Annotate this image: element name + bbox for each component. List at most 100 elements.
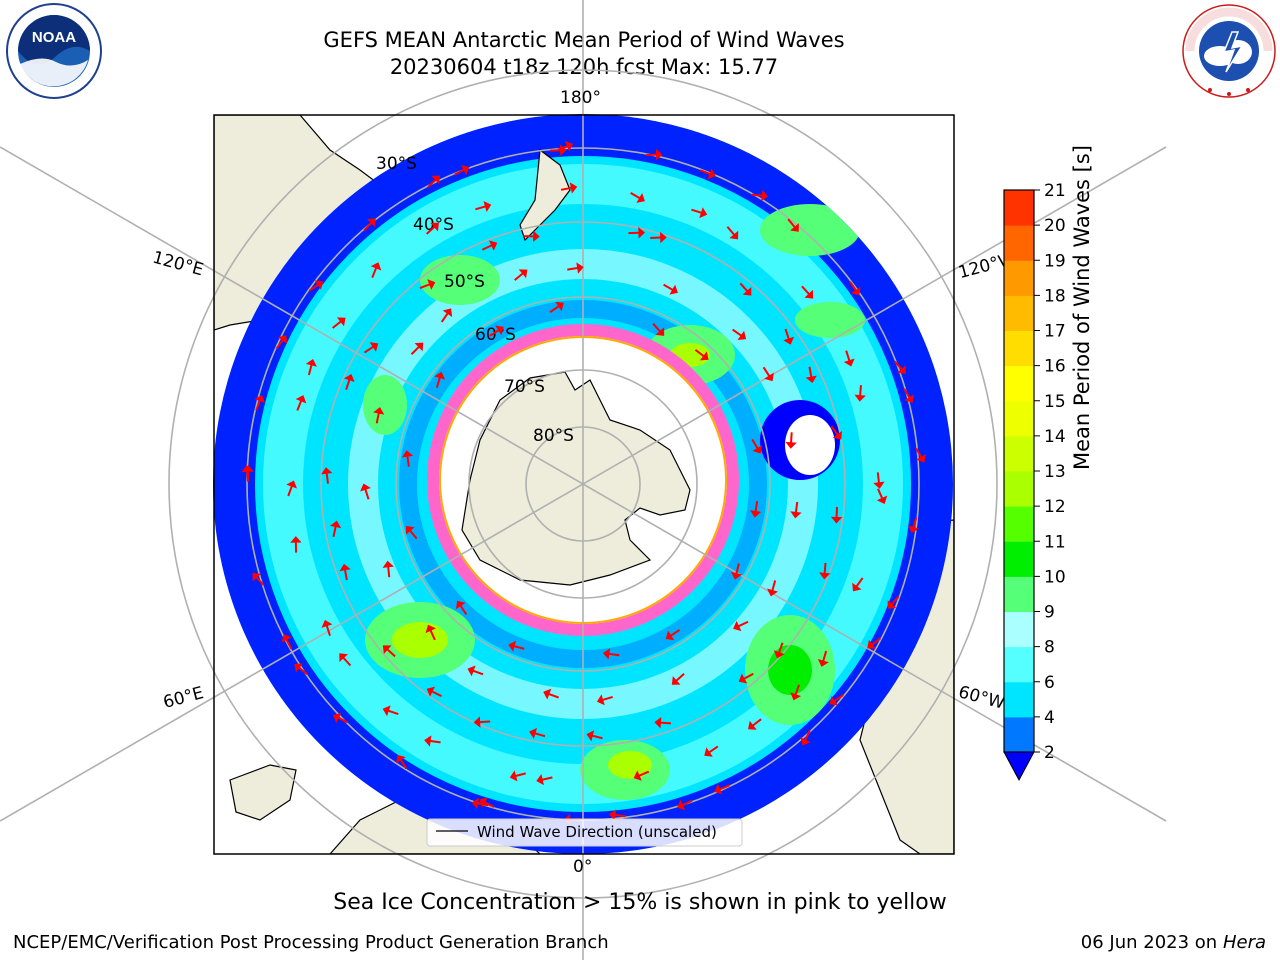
- wind-arrow-head: [314, 280, 324, 290]
- lon-label-0: 0°: [573, 857, 593, 877]
- footer-credit: NCEP/EMC/Verification Post Processing Pr…: [13, 932, 609, 953]
- wind-arrow: [638, 770, 650, 777]
- wind-arrow-head: [555, 301, 564, 312]
- wind-arrow: [737, 620, 749, 628]
- wind-arrow-head: [773, 650, 785, 659]
- wind-arrow-head: [366, 218, 376, 228]
- wind-arrow: [890, 595, 900, 606]
- wind-arrow: [541, 776, 553, 781]
- wind-arrow: [454, 168, 465, 176]
- wind-arrow: [751, 718, 762, 727]
- wind-arrow-head: [382, 705, 391, 717]
- map-frame: [213, 114, 955, 855]
- wind-arrow-head: [854, 394, 866, 402]
- wind-arrow: [363, 345, 375, 354]
- wind-arrow-head: [329, 520, 342, 529]
- wind-arrow: [387, 566, 391, 578]
- wind-arrow-head: [729, 230, 739, 240]
- wind-arrow: [915, 447, 923, 459]
- wind-arrow-head: [699, 351, 709, 361]
- wind-arrow-head: [764, 372, 774, 382]
- wind-arrow-head: [887, 600, 897, 609]
- wind-arrow-head: [876, 495, 888, 504]
- colorbar-extend-arrow: [1003, 751, 1035, 782]
- wind-arrow: [751, 193, 763, 197]
- wind-arrow: [440, 312, 449, 323]
- wind-arrow: [601, 695, 613, 702]
- wind-arrow-head: [832, 430, 842, 440]
- chart-subtitle: 20230604 t18z 120h fcst Max: 15.77: [389, 55, 779, 79]
- wind-arrow: [903, 388, 911, 399]
- wind-arrow: [419, 283, 431, 289]
- wind-arrow-head: [748, 720, 757, 730]
- wind-arrow-head: [425, 624, 436, 634]
- wind-arrow: [675, 672, 685, 682]
- wind-arrow-head: [767, 588, 779, 597]
- wind-arrow: [790, 432, 793, 444]
- wind-arrow-head: [730, 571, 743, 580]
- wind-arrow: [342, 656, 352, 667]
- wind-arrow-head: [636, 192, 645, 203]
- colorbar-segment: [1004, 681, 1034, 718]
- wind-arrow-head: [804, 289, 814, 299]
- colorbar-tick-label: 9: [1044, 603, 1055, 623]
- wind-arrow: [425, 225, 436, 235]
- wind-arrow: [287, 485, 293, 497]
- wind-arrow-head: [800, 737, 811, 746]
- wind-arrow-head: [339, 563, 351, 572]
- colorbar-segment: [1004, 716, 1034, 753]
- nws-logo: [1182, 4, 1276, 98]
- colorbar-segment: [1004, 541, 1034, 577]
- wind-arrow: [481, 244, 493, 251]
- wind-arrow-head: [277, 335, 288, 344]
- colorbar-tick-label: 6: [1044, 673, 1055, 693]
- wind-arrow: [325, 624, 331, 636]
- wind-arrow: [475, 205, 487, 211]
- wind-arrow: [845, 350, 851, 362]
- wind-arrow-head: [817, 659, 829, 667]
- madagascar-land: [229, 764, 297, 821]
- wind-arrow-head: [254, 394, 266, 404]
- wind-arrow: [691, 208, 703, 214]
- wind-arrow: [371, 267, 378, 278]
- colorbar-segment: [1004, 611, 1034, 648]
- wind-arrow-head: [509, 770, 518, 782]
- wind-arrow: [849, 281, 858, 292]
- wind-arrow: [784, 328, 790, 340]
- wind-arrow-head: [295, 395, 307, 404]
- wind-arrow: [726, 226, 736, 236]
- wind-arrow-head: [479, 797, 488, 808]
- lon-label-180: 180°: [560, 88, 601, 108]
- noaa-logo-text: NOAA: [32, 29, 76, 46]
- footer-date-text: 06 Jun 2023 on: [1080, 932, 1218, 953]
- wind-arrow-head: [908, 525, 920, 534]
- wind-arrow-head: [655, 327, 665, 336]
- wind-arrow: [663, 283, 674, 291]
- wind-arrow-head: [471, 797, 480, 810]
- colorbar-segment: [1004, 506, 1034, 542]
- wind-arrow: [399, 758, 408, 770]
- wind-arrow-head: [659, 231, 667, 244]
- graticule: [0, 0, 1167, 960]
- wind-arrow: [308, 283, 320, 292]
- colorbar-tick-label: 15: [1044, 392, 1066, 412]
- wind-arrow-head: [790, 692, 802, 701]
- map-legend: Wind Wave Direction (unscaled): [426, 818, 743, 847]
- colorbar-segment: [1004, 295, 1034, 331]
- wind-arrow: [345, 378, 351, 390]
- wind-arrow-head: [467, 665, 476, 677]
- wind-arrow: [694, 349, 705, 358]
- wind-arrow-head: [382, 645, 392, 654]
- wind-arrow-head: [370, 262, 382, 271]
- wind-arrow-head: [699, 207, 708, 219]
- wind-arrow: [325, 472, 329, 484]
- wind-arrow: [479, 720, 491, 724]
- wind-arrow: [297, 666, 308, 675]
- wind-arrow: [894, 360, 903, 371]
- wind-arrow: [652, 322, 662, 333]
- colorbar: 2 4 6 8 9 10 11 12 13 14 15 16 17 18 19 20 21: [1003, 181, 1066, 782]
- wind-arrow: [787, 218, 796, 229]
- wind-arrow-head: [752, 445, 763, 454]
- wind-arrow-head: [321, 467, 333, 475]
- colorbar-segment: [1004, 576, 1034, 612]
